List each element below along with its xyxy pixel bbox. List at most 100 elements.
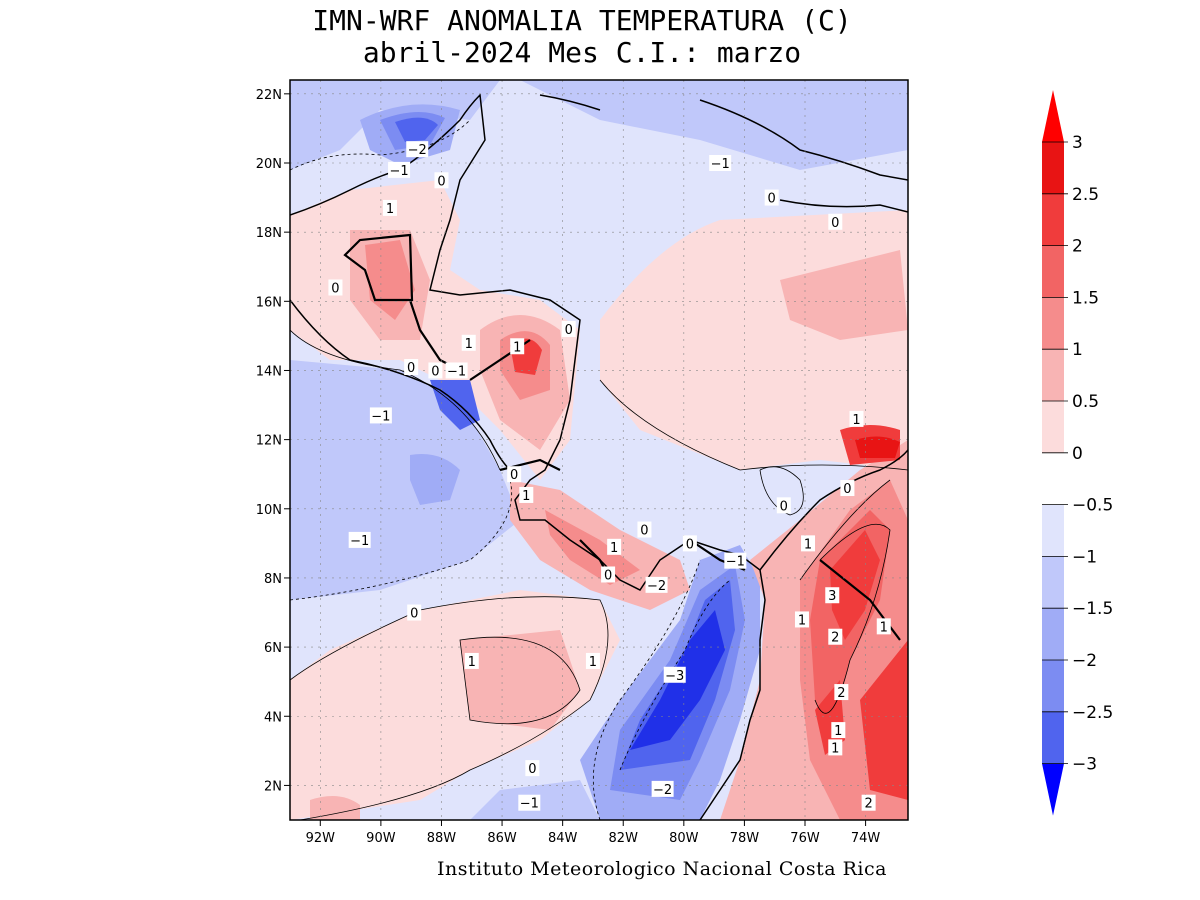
contour-lines bbox=[290, 119, 908, 820]
y-tick-label: 12N bbox=[256, 434, 282, 449]
coastlines bbox=[290, 93, 908, 820]
contour-label-bg bbox=[328, 279, 343, 296]
contour-label: 0 bbox=[437, 174, 445, 189]
contour-label: 1 bbox=[386, 202, 394, 217]
contour-label: −1 bbox=[447, 364, 466, 379]
colorbar-label: −2 bbox=[1072, 651, 1097, 671]
colorbar-label: −3 bbox=[1072, 755, 1097, 775]
contour-label: 1 bbox=[804, 537, 812, 552]
colorbar-label: 1.5 bbox=[1072, 288, 1099, 308]
chart-subtitle: abril-2024 Mes C.I.: marzo bbox=[362, 36, 802, 69]
contour-label-bg bbox=[607, 538, 622, 555]
contour-label: 1 bbox=[834, 724, 842, 739]
x-tick-label: 88W bbox=[427, 831, 457, 846]
contour-label-bg bbox=[764, 189, 779, 206]
contour-label-bg bbox=[801, 535, 816, 552]
contour-label: 1 bbox=[513, 340, 521, 355]
x-tick-label: 78W bbox=[730, 831, 760, 846]
contour-label: 1 bbox=[798, 613, 806, 628]
contour-label: 0 bbox=[528, 762, 536, 777]
contour-label: 0 bbox=[768, 192, 776, 207]
y-tick-label: 8N bbox=[264, 572, 282, 587]
contour-label: −3 bbox=[665, 669, 684, 684]
colorbar-segment bbox=[1042, 193, 1064, 246]
colorbar-segment bbox=[1042, 452, 1064, 505]
contour-label: 0 bbox=[431, 364, 439, 379]
x-tick-label: 74W bbox=[851, 831, 881, 846]
anomaly-region bbox=[780, 250, 908, 340]
colorbar-label: −1 bbox=[1072, 547, 1097, 567]
contour-label: 0 bbox=[686, 537, 694, 552]
colorbar-label: −1.5 bbox=[1072, 599, 1113, 619]
contour-label-bg bbox=[348, 531, 371, 548]
contour-label-bg bbox=[794, 611, 809, 628]
contour-label: 0 bbox=[407, 361, 415, 376]
colorbar-label: 0.5 bbox=[1072, 392, 1099, 412]
contour-label: 1 bbox=[522, 489, 530, 504]
credit-text: Instituto Meteorologico Nacional Costa R… bbox=[437, 858, 887, 880]
latitude-ticks: 22N 20N 18N 16N 14N 12N 10N 8N 6N 4N 2N bbox=[256, 88, 290, 794]
contour-label-bg bbox=[507, 466, 522, 483]
colorbar-segment bbox=[1042, 401, 1064, 453]
colorbar-label: 0 bbox=[1072, 444, 1083, 464]
y-tick-label: 16N bbox=[256, 295, 282, 310]
contour-label-bg bbox=[834, 684, 849, 701]
contour-label: −1 bbox=[726, 555, 745, 570]
contour-label-bg bbox=[369, 407, 392, 424]
contour-label-bg bbox=[663, 666, 686, 683]
contour-label: 1 bbox=[852, 413, 860, 428]
contour-label: 2 bbox=[864, 797, 872, 812]
contour-label: 0 bbox=[510, 468, 518, 483]
anomaly-region bbox=[545, 510, 640, 585]
contour-label: 0 bbox=[843, 482, 851, 497]
contour-label: −1 bbox=[350, 534, 369, 549]
chart-title: IMN-WRF ANOMALIA TEMPERATURA (C) bbox=[312, 4, 852, 37]
contour-label: −2 bbox=[408, 143, 427, 158]
contour-label-bg bbox=[645, 576, 668, 593]
y-tick-label: 22N bbox=[256, 88, 282, 103]
contour-label: −1 bbox=[520, 797, 539, 812]
anomaly-region bbox=[310, 796, 360, 820]
longitude-ticks: 92W 90W 88W 86W 84W 82W 80W 78W 76W 74W bbox=[306, 820, 881, 846]
anomaly-region bbox=[395, 117, 438, 142]
contour-label: 1 bbox=[880, 620, 888, 635]
contour-label: 1 bbox=[610, 541, 618, 556]
contour-label: 0 bbox=[410, 607, 418, 622]
contour-label: −1 bbox=[389, 164, 408, 179]
contour-label-bg bbox=[525, 760, 540, 777]
contour-label: 2 bbox=[831, 631, 839, 646]
contour-label-bg bbox=[445, 362, 468, 379]
colorbar-segment bbox=[1042, 297, 1064, 350]
contour-label-bg bbox=[382, 199, 397, 216]
contour-label-bg bbox=[510, 338, 525, 355]
contour-label-bg bbox=[828, 628, 843, 645]
contour-label: −2 bbox=[653, 783, 672, 798]
colorbar-segment bbox=[1042, 660, 1064, 712]
colorbar-label: 3 bbox=[1072, 133, 1083, 153]
y-tick-label: 6N bbox=[264, 641, 282, 656]
y-tick-label: 14N bbox=[256, 364, 282, 379]
contour-label-bg bbox=[861, 794, 876, 811]
y-tick-label: 10N bbox=[256, 503, 282, 518]
colorbar-label: 2.5 bbox=[1072, 185, 1099, 205]
contour-label-bg bbox=[404, 359, 419, 376]
contour-label-bg bbox=[518, 794, 541, 811]
contour-label: 1 bbox=[465, 337, 473, 352]
contour-label: 0 bbox=[831, 216, 839, 231]
colorbar-segment bbox=[1042, 504, 1064, 557]
contour-label-bg bbox=[464, 652, 479, 669]
contour-label-bg bbox=[601, 566, 616, 583]
x-tick-label: 76W bbox=[790, 831, 820, 846]
y-tick-label: 20N bbox=[256, 157, 282, 172]
contour-label: 3 bbox=[828, 589, 836, 604]
contour-label-bg bbox=[406, 141, 429, 158]
colorbar-over-triangle bbox=[1042, 90, 1064, 142]
colorbar-segment bbox=[1042, 711, 1064, 764]
contour-label-bg bbox=[709, 154, 732, 171]
contour-label-bg bbox=[724, 552, 747, 569]
x-tick-label: 86W bbox=[487, 831, 517, 846]
x-tick-label: 80W bbox=[669, 831, 699, 846]
colorbar: 3 2.5 2 1.5 1 0.5 0 −0.5 −1 −1.5 −2 −2.5 −3 bbox=[1042, 90, 1113, 816]
